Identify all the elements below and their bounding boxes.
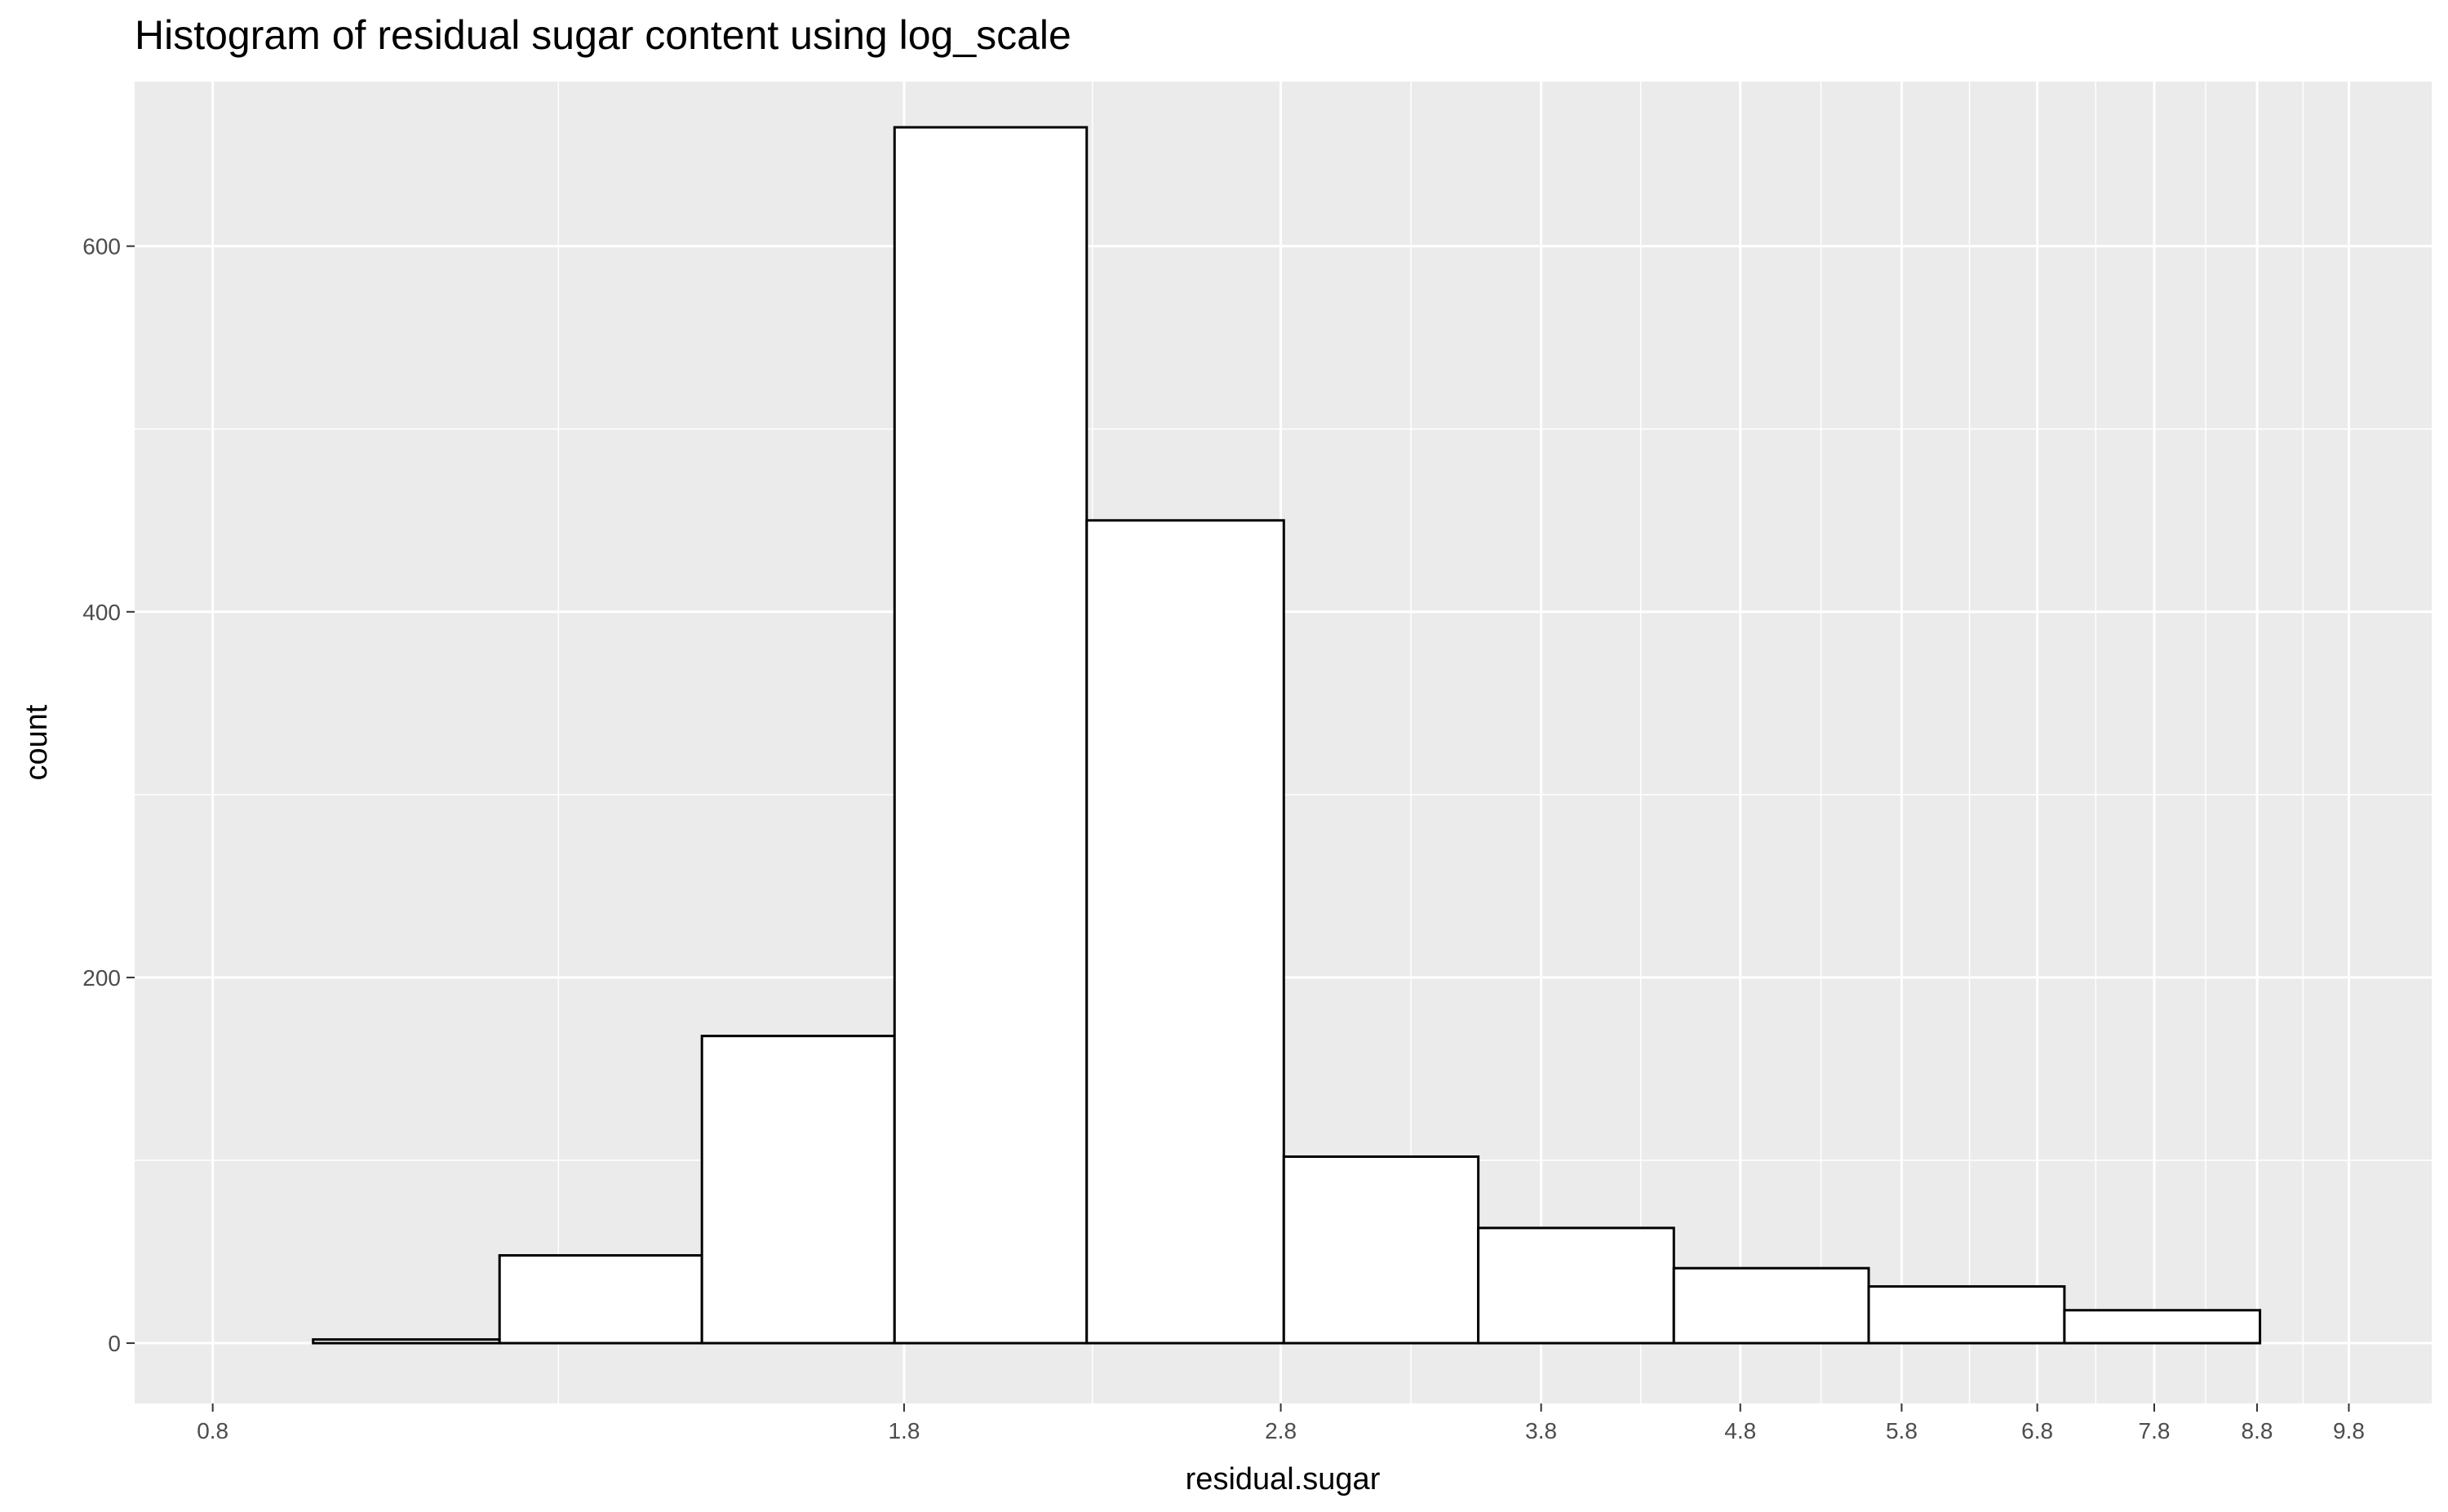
x-axis: 0.8 1.8 2.8 3.8 4.8 5.8 6.8 7.8 8.8 9.8 [197, 1403, 2365, 1443]
x-tick-label: 6.8 [2021, 1418, 2053, 1443]
histogram-bar [893, 126, 1089, 1345]
x-tick-label: 3.8 [1525, 1418, 1557, 1443]
x-tick-label: 7.8 [2139, 1418, 2171, 1443]
y-axis: 0 200 400 600 [82, 234, 135, 1356]
x-tick-label: 8.8 [2242, 1418, 2273, 1443]
x-tick-label: 1.8 [888, 1418, 920, 1443]
y-tick-label: 200 [82, 965, 121, 991]
histogram-bar [1672, 1266, 1870, 1345]
histogram-bar [1867, 1285, 2066, 1345]
x-tick-label: 9.8 [2333, 1418, 2365, 1443]
histogram-bar [1085, 519, 1285, 1345]
x-tick-label: 4.8 [1724, 1418, 1756, 1443]
histogram-bar [1282, 1155, 1480, 1345]
x-axis-title: residual.sugar [1186, 1462, 1381, 1496]
y-tick-label: 600 [82, 234, 121, 259]
bars [312, 126, 2262, 1345]
x-tick-label: 2.8 [1265, 1418, 1297, 1443]
histogram-bar [700, 1035, 896, 1345]
y-axis-title: count [20, 704, 54, 780]
histogram-bar [1477, 1226, 1675, 1345]
histogram-bar [2063, 1309, 2262, 1345]
x-tick-label: 0.8 [197, 1418, 228, 1443]
histogram-bar [312, 1338, 501, 1345]
histogram-bar [498, 1254, 703, 1345]
y-tick-label: 0 [108, 1331, 121, 1356]
x-tick-label: 5.8 [1886, 1418, 1918, 1443]
y-tick-label: 400 [82, 600, 121, 625]
chart-title: Histogram of residual sugar content usin… [135, 12, 1071, 58]
